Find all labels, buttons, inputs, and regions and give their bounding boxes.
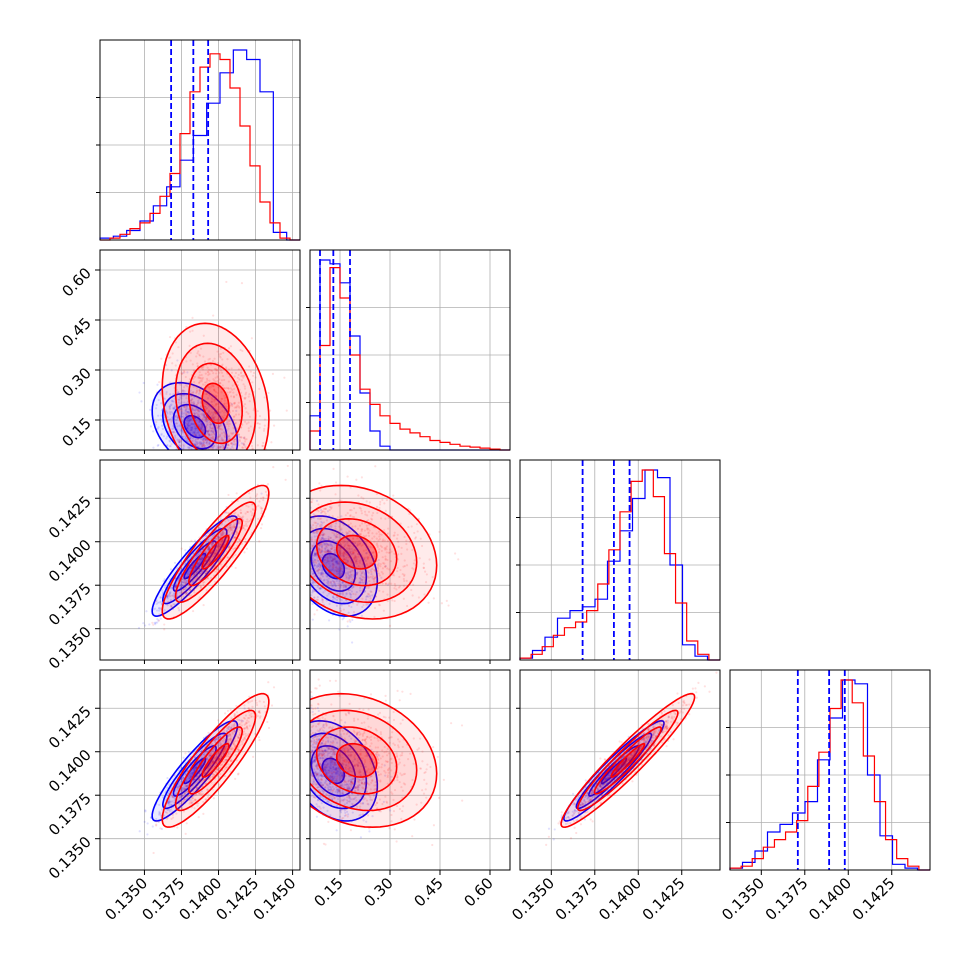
x-tick-label: 0.1350 — [508, 874, 558, 924]
scatter-points-blue — [310, 695, 393, 839]
contour-red — [315, 726, 398, 795]
x-tick-label: 0.1425 — [849, 874, 899, 924]
y-tick-label: 0.15 — [58, 414, 94, 450]
hist-blue-3 — [729, 679, 930, 871]
contour-blue — [183, 414, 207, 439]
contour-blue — [310, 540, 357, 592]
y-tick-label: 0.1375 — [45, 789, 95, 839]
hist-blue-2 — [519, 469, 720, 661]
panel-frame — [309, 249, 511, 451]
y-axis-1: 0.15 0.30 0.45 0.60 — [58, 264, 100, 450]
contour-red — [335, 742, 378, 778]
scatter-panel-2-0 — [99, 459, 301, 661]
y-tick-label: 0.1400 — [45, 536, 95, 586]
x-tick-label: 0.1375 — [762, 874, 812, 924]
contour-red — [335, 534, 378, 570]
scatter-panel-3-2 — [519, 669, 721, 871]
y-tick-label: 0.60 — [58, 264, 94, 300]
panel-frame — [309, 669, 511, 871]
panel-frame — [519, 669, 721, 871]
scatter-panel-3-0 — [99, 669, 301, 871]
contour-red — [201, 382, 230, 425]
contour-red — [610, 742, 646, 778]
contour-red — [576, 709, 679, 812]
scatter-panel-1-0 — [99, 249, 301, 451]
x-tick-label: 0.1400 — [805, 874, 855, 924]
x-tick-label: 0.60 — [460, 874, 496, 910]
contour-red — [188, 362, 244, 445]
y-tick-label: 0.1400 — [45, 746, 95, 796]
scatter-panel-3-1 — [309, 669, 511, 871]
x-tick-label: 0.1350 — [718, 874, 768, 924]
x-tick-label: 0.15 — [310, 874, 346, 910]
contour-red — [201, 742, 230, 778]
panel-frame — [99, 249, 301, 451]
hist-panel-1 — [306, 249, 511, 451]
y-tick-label: 0.30 — [58, 364, 94, 400]
panel-frame — [99, 39, 301, 241]
y-tick-label: 0.45 — [58, 314, 94, 350]
panel-frame — [99, 669, 301, 871]
scatter-points-red — [310, 465, 460, 627]
y-tick-label: 0.1350 — [45, 833, 95, 883]
hist-panel-2 — [516, 459, 721, 661]
contour-red — [201, 534, 230, 570]
contour-blue — [321, 552, 346, 580]
hist-red-2 — [519, 469, 720, 661]
contour-red — [161, 692, 270, 828]
contour-blue — [310, 745, 357, 797]
x-tick-label: 0.45 — [410, 874, 446, 910]
contour-red — [174, 501, 257, 604]
panel-frame — [729, 669, 931, 871]
hist-red-0 — [100, 53, 300, 241]
x-tick-label: 0.1425 — [639, 874, 689, 924]
panel-frame — [99, 459, 301, 661]
y-tick-label: 0.1425 — [45, 702, 95, 752]
x-tick-label: 0.30 — [360, 874, 396, 910]
x-tick-label: 0.1400 — [595, 874, 645, 924]
y-tick-label: 0.1425 — [45, 492, 95, 542]
contour-red — [174, 709, 257, 812]
hist-panel-0 — [96, 39, 301, 241]
scatter-panel-2-1 — [309, 459, 511, 661]
contour-red — [161, 484, 270, 620]
contour-red — [315, 517, 398, 587]
hist-red-1 — [309, 267, 510, 451]
contour-blue — [172, 403, 217, 450]
x-tick-label: 0.1375 — [552, 874, 602, 924]
y-tick-label: 0.1375 — [45, 579, 95, 629]
y-tick-label: 0.1350 — [45, 623, 95, 673]
panel-frame — [309, 459, 511, 661]
panel-frame — [519, 459, 721, 661]
hist-panel-3 — [726, 669, 931, 871]
